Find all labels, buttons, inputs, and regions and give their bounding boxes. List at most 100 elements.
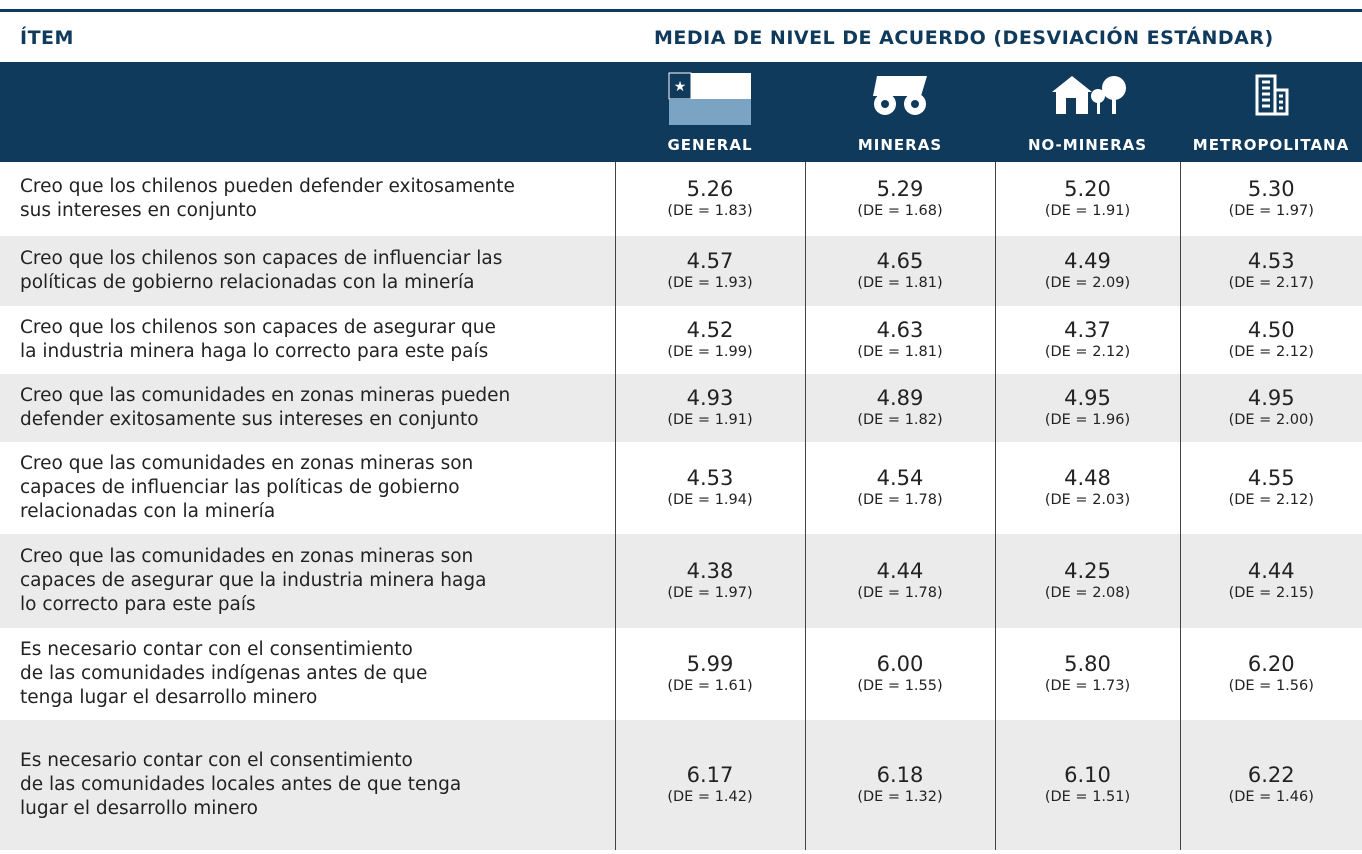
value-cell: 5.20 (DE = 1.91) xyxy=(994,162,1180,236)
std-dev: (DE = 1.96) xyxy=(1044,412,1131,428)
item-line: lugar el desarrollo minero xyxy=(20,798,258,819)
item-line: Creo que los chilenos son capaces de inf… xyxy=(20,248,503,269)
mean: 4.53 xyxy=(686,466,734,490)
item-line: Creo que las comunidades en zonas minera… xyxy=(20,453,474,474)
std-dev: (DE = 1.99) xyxy=(667,344,753,360)
std-dev: (DE = 1.83) xyxy=(667,203,753,219)
mean: 4.25 xyxy=(1064,559,1111,583)
mean: 4.54 xyxy=(876,466,924,490)
value-cell: 6.22 (DE = 1.46) xyxy=(1179,720,1362,850)
item-cell: Creo que los chilenos pueden defender ex… xyxy=(0,162,615,236)
std-dev: (DE = 2.03) xyxy=(1044,492,1131,508)
value-cell: 4.50 (DE = 2.12) xyxy=(1179,306,1362,374)
column: ★ GENERAL xyxy=(615,62,805,162)
mean: 4.89 xyxy=(876,386,924,410)
value-cell: 4.48 (DE = 2.03) xyxy=(994,442,1180,534)
std-dev: (DE = 2.09) xyxy=(1044,275,1131,291)
value-cell: 4.49 (DE = 2.09) xyxy=(994,236,1180,306)
std-dev: (DE = 1.68) xyxy=(857,203,943,219)
mean: 4.63 xyxy=(876,318,924,342)
std-dev: (DE = 1.55) xyxy=(857,678,943,694)
mean: 4.53 xyxy=(1247,249,1295,273)
mean: 4.93 xyxy=(686,386,734,410)
std-dev: (DE = 2.15) xyxy=(1228,585,1314,601)
value-cell: 4.93 (DE = 1.91) xyxy=(614,374,805,442)
mean: 4.55 xyxy=(1247,466,1295,490)
item-line: de las comunidades locales antes de que … xyxy=(20,774,462,795)
mean: 6.10 xyxy=(1064,763,1111,787)
value-cell: 4.89 (DE = 1.82) xyxy=(804,374,995,442)
mean: 6.00 xyxy=(876,652,924,676)
value-cell: 4.95 (DE = 1.96) xyxy=(994,374,1180,442)
column: METROPOLITANA xyxy=(1180,62,1362,162)
mean: 4.95 xyxy=(1247,386,1295,410)
mean: 5.80 xyxy=(1064,652,1111,676)
mean: 4.37 xyxy=(1064,318,1111,342)
table-row: Creo que las comunidades en zonas minera… xyxy=(0,442,1362,534)
mean: 4.57 xyxy=(686,249,734,273)
table-row: Creo que los chilenos son capaces de ase… xyxy=(0,306,1362,374)
value-cell: 4.55 (DE = 2.12) xyxy=(1179,442,1362,534)
column: NO-MINERAS xyxy=(995,62,1180,162)
value-cell: 5.26 (DE = 1.83) xyxy=(614,162,805,236)
std-dev: (DE = 1.78) xyxy=(857,585,943,601)
column-band: ★ GENERAL MINERAS NO-MINERAS METROPOLITA… xyxy=(0,62,1362,162)
item-cell: Creo que las comunidades en zonas minera… xyxy=(0,442,615,534)
value-cell: 4.54 (DE = 1.78) xyxy=(804,442,995,534)
std-dev: (DE = 1.51) xyxy=(1044,789,1131,805)
building-icon xyxy=(1255,74,1289,116)
item-line: Creo que los chilenos pueden defender ex… xyxy=(20,176,515,197)
top-rule xyxy=(0,9,1362,12)
column-label: METROPOLITANA xyxy=(1192,136,1350,154)
std-dev: (DE = 2.12) xyxy=(1228,344,1314,360)
std-dev: (DE = 1.94) xyxy=(667,492,753,508)
table-row: Es necesario contar con el consentimient… xyxy=(0,720,1362,850)
item-line: la industria minera haga lo correcto par… xyxy=(20,341,489,362)
item-cell: Creo que los chilenos son capaces de ase… xyxy=(0,306,615,374)
column-label: MINERAS xyxy=(857,136,943,154)
table-row: Es necesario contar con el consentimient… xyxy=(0,628,1362,720)
mean: 4.50 xyxy=(1247,318,1295,342)
std-dev: (DE = 1.81) xyxy=(857,344,943,360)
std-dev: (DE = 1.91) xyxy=(667,412,753,428)
mean: 5.30 xyxy=(1247,177,1295,201)
item-line: tenga lugar el desarrollo minero xyxy=(20,687,318,708)
std-dev: (DE = 1.82) xyxy=(857,412,943,428)
item-line: capaces de influenciar las políticas de … xyxy=(20,477,460,498)
table-row: Creo que los chilenos pueden defender ex… xyxy=(0,162,1362,236)
item-line: Creo que los chilenos son capaces de ase… xyxy=(20,317,496,338)
value-cell: 5.99 (DE = 1.61) xyxy=(614,628,805,720)
table-row: Creo que las comunidades en zonas minera… xyxy=(0,374,1362,442)
mean: 4.49 xyxy=(1064,249,1111,273)
item-cell: Es necesario contar con el consentimient… xyxy=(0,720,615,850)
flag-icon: ★ xyxy=(668,72,751,125)
house-tree-icon xyxy=(1051,76,1126,114)
item-line: lo correcto para este país xyxy=(20,594,256,615)
value-cell: 4.52 (DE = 1.99) xyxy=(614,306,805,374)
mean: 4.44 xyxy=(1247,559,1295,583)
value-cell: 4.38 (DE = 1.97) xyxy=(614,534,805,628)
std-dev: (DE = 1.97) xyxy=(1228,203,1314,219)
std-dev: (DE = 2.00) xyxy=(1228,412,1314,428)
std-dev: (DE = 2.12) xyxy=(1044,344,1131,360)
mean: 4.52 xyxy=(686,318,734,342)
column-label: NO-MINERAS xyxy=(1027,136,1148,154)
item-line: políticas de gobierno relacionadas con l… xyxy=(20,272,475,293)
std-dev: (DE = 1.73) xyxy=(1044,678,1131,694)
value-cell: 4.37 (DE = 2.12) xyxy=(994,306,1180,374)
value-cell: 5.80 (DE = 1.73) xyxy=(994,628,1180,720)
table-row: Creo que los chilenos son capaces de inf… xyxy=(0,236,1362,306)
value-cell: 4.25 (DE = 2.08) xyxy=(994,534,1180,628)
std-dev: (DE = 1.97) xyxy=(667,585,753,601)
item-line: capaces de asegurar que la industria min… xyxy=(20,570,487,591)
value-cell: 4.53 (DE = 1.94) xyxy=(614,442,805,534)
column-label: GENERAL xyxy=(667,136,753,154)
mean: 6.20 xyxy=(1247,652,1295,676)
column: MINERAS xyxy=(805,62,995,162)
item-line: relacionadas con la minería xyxy=(20,501,276,522)
mean: 4.65 xyxy=(876,249,924,273)
item-cell: Creo que las comunidades en zonas minera… xyxy=(0,534,615,628)
mean: 5.20 xyxy=(1064,177,1111,201)
value-cell: 5.29 (DE = 1.68) xyxy=(804,162,995,236)
